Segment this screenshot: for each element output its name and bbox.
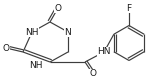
Text: NH: NH <box>29 62 43 70</box>
Text: N: N <box>65 27 71 37</box>
Text: NH: NH <box>25 27 39 37</box>
Text: O: O <box>2 43 9 53</box>
Text: O: O <box>89 69 97 79</box>
Text: F: F <box>126 3 132 13</box>
Text: HN: HN <box>97 47 111 57</box>
Text: O: O <box>55 3 62 13</box>
